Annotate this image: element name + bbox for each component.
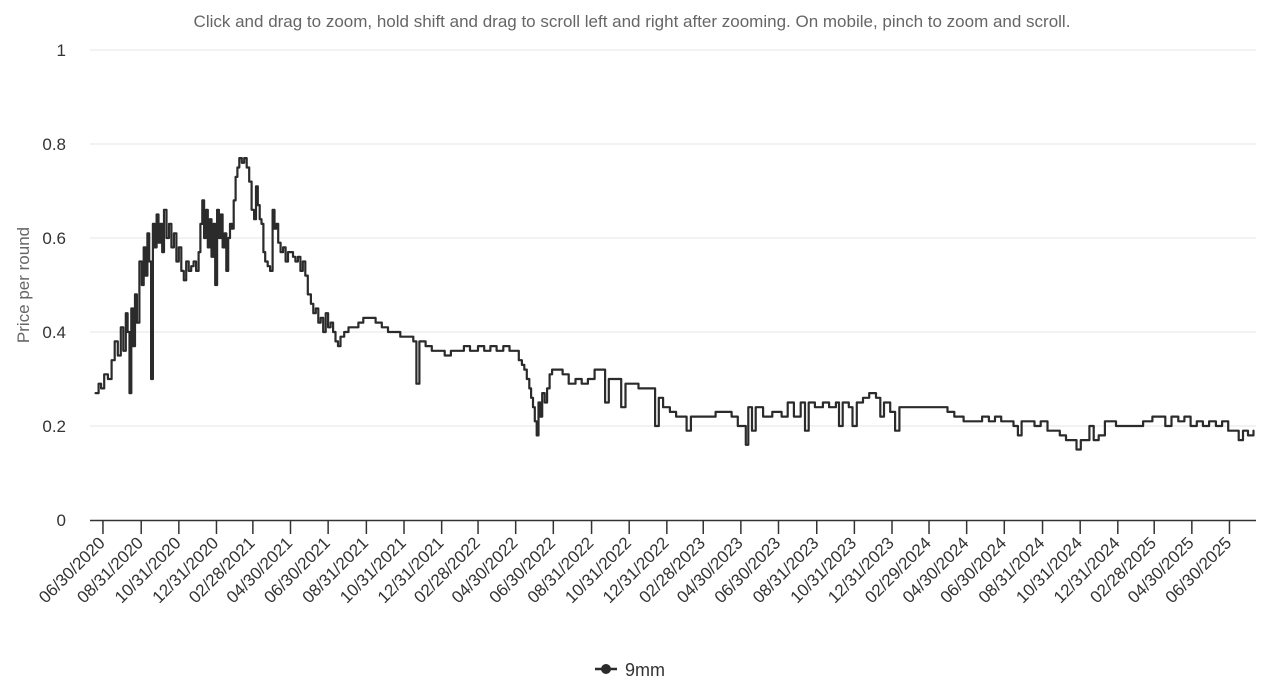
series-line-9mm[interactable] — [94, 157, 1255, 451]
y-tick-label: 0 — [57, 511, 66, 530]
x-axis: 06/30/202008/31/202010/31/202012/31/2020… — [35, 519, 1256, 607]
y-tick-label: 0.4 — [42, 323, 66, 342]
y-axis-labels: 0 0.2 0.4 0.6 0.8 1 — [42, 41, 66, 530]
zoom-instructions: Click and drag to zoom, hold shift and d… — [194, 12, 1071, 31]
y-tick-label: 0.8 — [42, 135, 66, 154]
legend[interactable]: 9mm — [595, 660, 665, 680]
y-tick-label: 0.6 — [42, 229, 66, 248]
series-layer[interactable] — [94, 157, 1255, 451]
y-tick-label: 0.2 — [42, 417, 66, 436]
y-tick-label: 1 — [57, 41, 66, 60]
legend-item-label[interactable]: 9mm — [625, 660, 665, 680]
y-axis-title: Price per round — [14, 227, 33, 343]
legend-marker — [601, 664, 611, 674]
grid-lines — [90, 49, 1256, 427]
